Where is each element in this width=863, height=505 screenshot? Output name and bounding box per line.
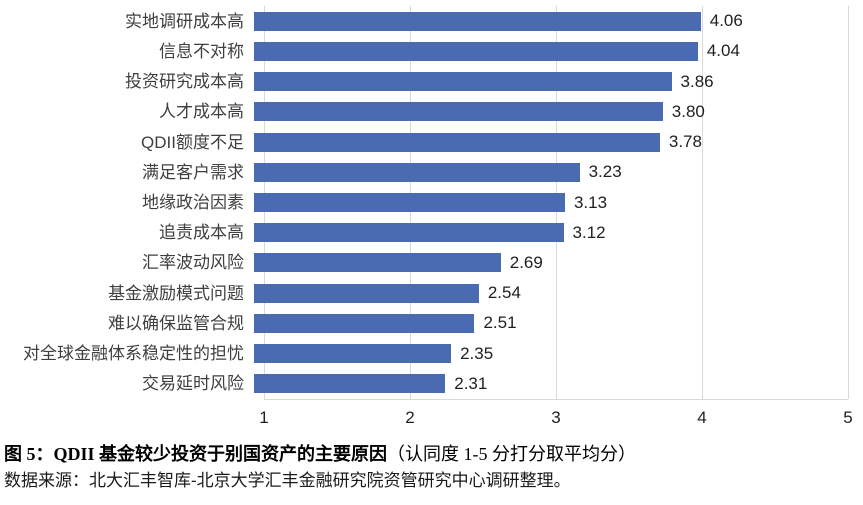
bar-chart: 实地调研成本高 4.06 信息不对称 4.04 投资研究成本高 3.86 人才成本高 3.80…	[0, 6, 863, 433]
bar-track: 3.12	[254, 218, 838, 248]
value-label: 2.54	[487, 283, 521, 303]
bar	[254, 11, 701, 31]
category-label: 实地调研成本高	[125, 11, 244, 31]
bar-rows: 实地调研成本高 4.06 信息不对称 4.04 投资研究成本高 3.86 人才成本高 3.80…	[0, 6, 863, 399]
value-label: 2.51	[483, 313, 517, 333]
value-label: 3.12	[572, 222, 606, 242]
bar-row: 汇率波动风险 2.69	[0, 248, 863, 278]
bar-track: 3.23	[254, 157, 838, 187]
bar	[254, 344, 452, 364]
bar-track: 3.86	[254, 66, 838, 96]
bar-track: 2.51	[254, 308, 838, 338]
x-tick-label: 3	[551, 408, 561, 427]
value-label: 3.86	[680, 71, 714, 91]
bar-track: 3.13	[254, 187, 838, 217]
category-label: 追责成本高	[159, 223, 244, 243]
x-tick-label: 5	[843, 408, 853, 427]
x-axis: 1 2 3 4 5	[259, 399, 852, 433]
value-label: 2.35	[460, 343, 494, 363]
bar-row: QDII额度不足 3.78	[0, 127, 863, 157]
category-label: 地缘政治因素	[142, 193, 244, 213]
bar	[254, 162, 580, 182]
bar-track: 2.35	[254, 339, 838, 369]
category-label: 信息不对称	[159, 41, 244, 61]
category-label: 投资研究成本高	[125, 72, 244, 92]
bar-track: 4.04	[254, 36, 838, 66]
bar	[254, 253, 501, 273]
category-label: 交易延时风险	[142, 374, 244, 394]
bar-row: 对全球金融体系稳定性的担忧 2.35	[0, 339, 863, 369]
value-label: 3.80	[671, 101, 705, 121]
value-label: 2.31	[454, 373, 488, 393]
bar-row: 交易延时风险 2.31	[0, 369, 863, 399]
category-label: 对全球金融体系稳定性的担忧	[23, 344, 244, 364]
bar-track: 2.31	[254, 369, 838, 399]
bar	[254, 41, 698, 61]
value-label: 4.06	[709, 11, 743, 31]
bar-row: 基金激励模式问题 2.54	[0, 278, 863, 308]
value-label: 3.78	[668, 132, 702, 152]
bar-row: 难以确保监管合规 2.51	[0, 308, 863, 338]
category-label: 人才成本高	[159, 102, 244, 122]
figure-caption: 图 5：QDII 基金较少投资于别国资产的主要原因（认同度 1-5 分打分取平均…	[0, 441, 863, 494]
bar-track: 2.54	[254, 278, 838, 308]
category-label: 汇率波动风险	[142, 253, 244, 273]
value-label: 4.04	[706, 41, 740, 61]
bar-track: 3.78	[254, 127, 838, 157]
gridline	[702, 6, 703, 399]
gridline	[848, 6, 849, 399]
value-label: 2.69	[509, 252, 543, 272]
bar	[254, 193, 565, 213]
bar	[254, 72, 672, 92]
x-tick-label: 1	[259, 408, 269, 427]
figure-title: 图 5：QDII 基金较少投资于别国资产的主要原因	[4, 444, 388, 464]
category-label: QDII额度不足	[141, 132, 244, 152]
value-label: 3.13	[573, 192, 608, 212]
category-label: 基金激励模式问题	[108, 283, 244, 303]
bar	[254, 374, 446, 394]
category-label: 满足客户需求	[142, 162, 244, 182]
bar-row: 满足客户需求 3.23	[0, 157, 863, 187]
figure-title-line: 图 5：QDII 基金较少投资于别国资产的主要原因（认同度 1-5 分打分取平均…	[4, 441, 863, 468]
bar	[254, 132, 660, 152]
bar-row: 实地调研成本高 4.06	[0, 6, 863, 36]
bar-track: 3.80	[254, 97, 838, 127]
bar	[254, 223, 564, 243]
bar-row: 追责成本高 3.12	[0, 218, 863, 248]
bar-row: 地缘政治因素 3.13	[0, 187, 863, 217]
x-tick-label: 4	[697, 408, 707, 427]
bar-track: 2.69	[254, 248, 838, 278]
bar	[254, 102, 663, 122]
x-tick-label: 2	[405, 408, 415, 427]
bar-row: 投资研究成本高 3.86	[0, 66, 863, 96]
bar-track: 4.06	[254, 6, 838, 36]
plot-area: 实地调研成本高 4.06 信息不对称 4.04 投资研究成本高 3.86 人才成本高 3.80…	[0, 6, 863, 400]
figure-source: 数据来源：北大汇丰智库-北京大学汇丰金融研究院资管研究中心调研整理。	[4, 471, 571, 490]
bar-row: 信息不对称 4.04	[0, 36, 863, 66]
bar	[254, 313, 475, 333]
figure-title-note: （认同度 1-5 分打分取平均分）	[387, 444, 637, 464]
value-label: 3.23	[588, 162, 622, 182]
bar-row: 人才成本高 3.80	[0, 97, 863, 127]
category-label: 难以确保监管合规	[108, 313, 244, 333]
bar	[254, 283, 479, 303]
